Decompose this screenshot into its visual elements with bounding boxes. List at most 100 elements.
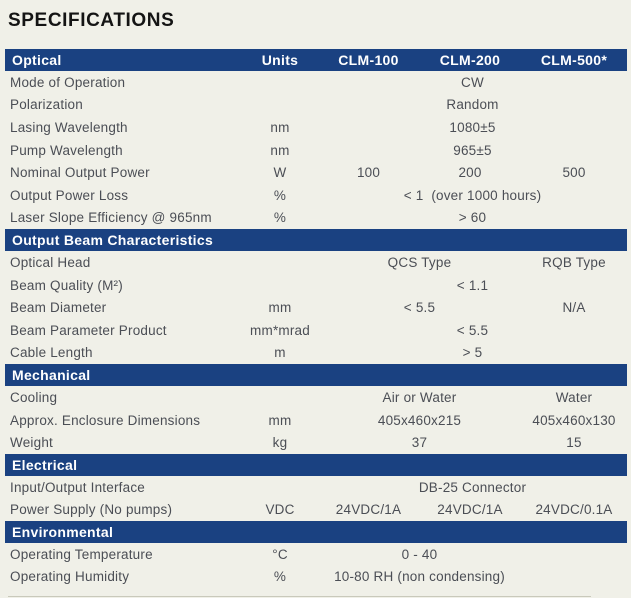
- row-units: kg: [272, 435, 288, 451]
- table-row-cooling: Cooling Air or Water Water: [5, 386, 627, 409]
- table-row-beam-quality-m: Beam Quality (M²) < 1.1: [5, 274, 627, 297]
- row-units: %: [273, 187, 287, 203]
- table-row-operating-temperature: Operating Temperature °C 0 - 40: [5, 543, 627, 566]
- row-value: 405x460x215: [377, 412, 462, 428]
- row-value: 15: [566, 435, 582, 451]
- table-row-weight: Weight kg 37 15: [5, 431, 627, 454]
- table-row-beam-parameter-product: Beam Parameter Product mm*mrad < 5.5: [5, 319, 627, 342]
- row-value: N/A: [562, 300, 586, 316]
- row-label: Cable Length: [10, 345, 93, 361]
- row-units: %: [273, 210, 287, 226]
- table-row-pump-wavelength: Pump Wavelength nm 965±5: [5, 139, 627, 162]
- column-header-clm-100: CLM-100: [318, 49, 419, 71]
- row-value: QCS Type: [387, 254, 452, 270]
- row-label: Beam Quality (M²): [10, 277, 123, 293]
- row-label: Input/Output Interface: [10, 479, 145, 495]
- row-label: Nominal Output Power: [10, 165, 150, 181]
- table-row-cable-length: Cable Length m > 5: [5, 342, 627, 365]
- table-row-mode-of-operation: Mode of Operation CW: [5, 71, 627, 94]
- row-units: %: [273, 569, 287, 585]
- row-units: [242, 274, 318, 297]
- row-value: 965±5: [453, 142, 492, 158]
- row-value: [521, 543, 627, 566]
- table-row-polarization: Polarization Random: [5, 94, 627, 117]
- table-row-input-output-interface: Input/Output Interface DB-25 Connector: [5, 476, 627, 499]
- row-value: 1080±5: [449, 119, 496, 135]
- row-value: 24VDC/0.1A: [535, 502, 613, 518]
- row-value: Random: [446, 97, 499, 113]
- row-label: Laser Slope Efficiency @ 965nm: [10, 210, 212, 226]
- table-row-optical-head: Optical Head QCS Type RQB Type: [5, 251, 627, 274]
- section-header-output-beam-characteristics: Output Beam Characteristics: [5, 229, 627, 252]
- table-row-operating-humidity: Operating Humidity% 10-80 RH (non condens…: [5, 566, 627, 589]
- row-label: Polarization: [10, 97, 83, 113]
- table-row-approx-enclosure-dimensions: Approx. Enclosure Dimensions mm 405x460x21…: [5, 409, 627, 432]
- table-row-lasing-wavelength: Lasing Wavelength nm 1080±5: [5, 116, 627, 139]
- row-value: < 1.1: [456, 277, 489, 293]
- row-units: [242, 94, 318, 117]
- row-units: mm: [268, 412, 292, 428]
- section-header-row-environmental: Environmental: [5, 521, 627, 544]
- row-value: < 1 (over 1000 hours): [403, 187, 542, 203]
- table-row-power-supply-no-pumps: Power Supply (No pumps) VDC 24VDC/1A 24VDC/…: [5, 499, 627, 522]
- table-row-output-power-loss: Output Power Loss% < 1 (over 1000 hours): [5, 184, 627, 207]
- row-label: Optical Head: [10, 254, 91, 270]
- section-header-electrical: Electrical: [5, 453, 627, 476]
- row-units: [242, 251, 318, 274]
- column-header-clm-500: CLM-500*: [521, 49, 627, 71]
- specifications-table: Optical Units CLM-100 CLM-200 CLM-500* M…: [5, 49, 627, 588]
- row-value: < 5.5: [456, 322, 489, 338]
- row-units: °C: [272, 546, 288, 562]
- table-header-row: Optical Units CLM-100 CLM-200 CLM-500*: [5, 49, 627, 71]
- row-value: RQB Type: [542, 254, 606, 270]
- row-units: m: [274, 345, 286, 361]
- row-label: Approx. Enclosure Dimensions: [10, 412, 201, 428]
- row-units: nm: [270, 119, 290, 135]
- table-bottom-edge: [8, 596, 591, 597]
- row-label: Operating Humidity: [10, 569, 130, 585]
- row-units: VDC: [265, 502, 295, 518]
- row-value: > 60: [458, 210, 487, 226]
- row-label: Beam Parameter Product: [10, 322, 167, 338]
- section-header-row-electrical: Electrical: [5, 453, 627, 476]
- row-label: Operating Temperature: [10, 546, 153, 562]
- section-header-row-mechanical: Mechanical: [5, 364, 627, 387]
- row-value: 405x460x130: [532, 412, 616, 428]
- row-value: 24VDC/1A: [437, 502, 503, 518]
- row-units: mm*mrad: [250, 322, 310, 338]
- table-row-laser-slope-efficiency-965nm: Laser Slope Efficiency @ 965nm% > 60: [5, 207, 627, 230]
- row-units: nm: [270, 142, 290, 158]
- column-header-units: Units: [242, 49, 318, 71]
- row-units: W: [273, 165, 287, 181]
- row-label: Mode of Operation: [10, 74, 126, 90]
- row-value: Air or Water: [382, 389, 457, 405]
- row-label: Pump Wavelength: [10, 142, 123, 158]
- row-value: DB-25 Connector: [418, 479, 527, 495]
- row-value: [521, 566, 627, 589]
- row-value: 200: [458, 165, 482, 181]
- row-units: [242, 476, 318, 499]
- row-label: Power Supply (No pumps): [10, 502, 173, 518]
- page-title: SPECIFICATIONS: [8, 10, 175, 31]
- row-label: Output Power Loss: [10, 187, 129, 203]
- row-value: 10-80 RH (non condensing): [334, 569, 505, 585]
- row-label: Beam Diameter: [10, 300, 107, 316]
- row-value: 0 - 40: [401, 546, 438, 562]
- row-value: < 5.5: [403, 300, 436, 316]
- row-label: Cooling: [10, 389, 58, 405]
- row-value: Water: [555, 389, 593, 405]
- row-value: 500: [562, 165, 586, 181]
- table-row-nominal-output-power: Nominal Output Power W 100 200 500: [5, 161, 627, 184]
- row-value: 24VDC/1A: [335, 502, 402, 518]
- row-value: > 5: [462, 345, 483, 361]
- table-row-beam-diameter: Beam Diameter mm < 5.5 N/A: [5, 296, 627, 319]
- row-units: [242, 71, 318, 94]
- row-units: [242, 386, 318, 409]
- row-units: mm: [268, 300, 292, 316]
- section-header-mechanical: Mechanical: [5, 364, 627, 387]
- row-label: Lasing Wavelength: [10, 119, 128, 135]
- section-header-optical: Optical: [5, 49, 242, 71]
- column-header-clm-200: CLM-200: [419, 49, 521, 71]
- section-header-row-output-beam-characteristics: Output Beam Characteristics: [5, 229, 627, 252]
